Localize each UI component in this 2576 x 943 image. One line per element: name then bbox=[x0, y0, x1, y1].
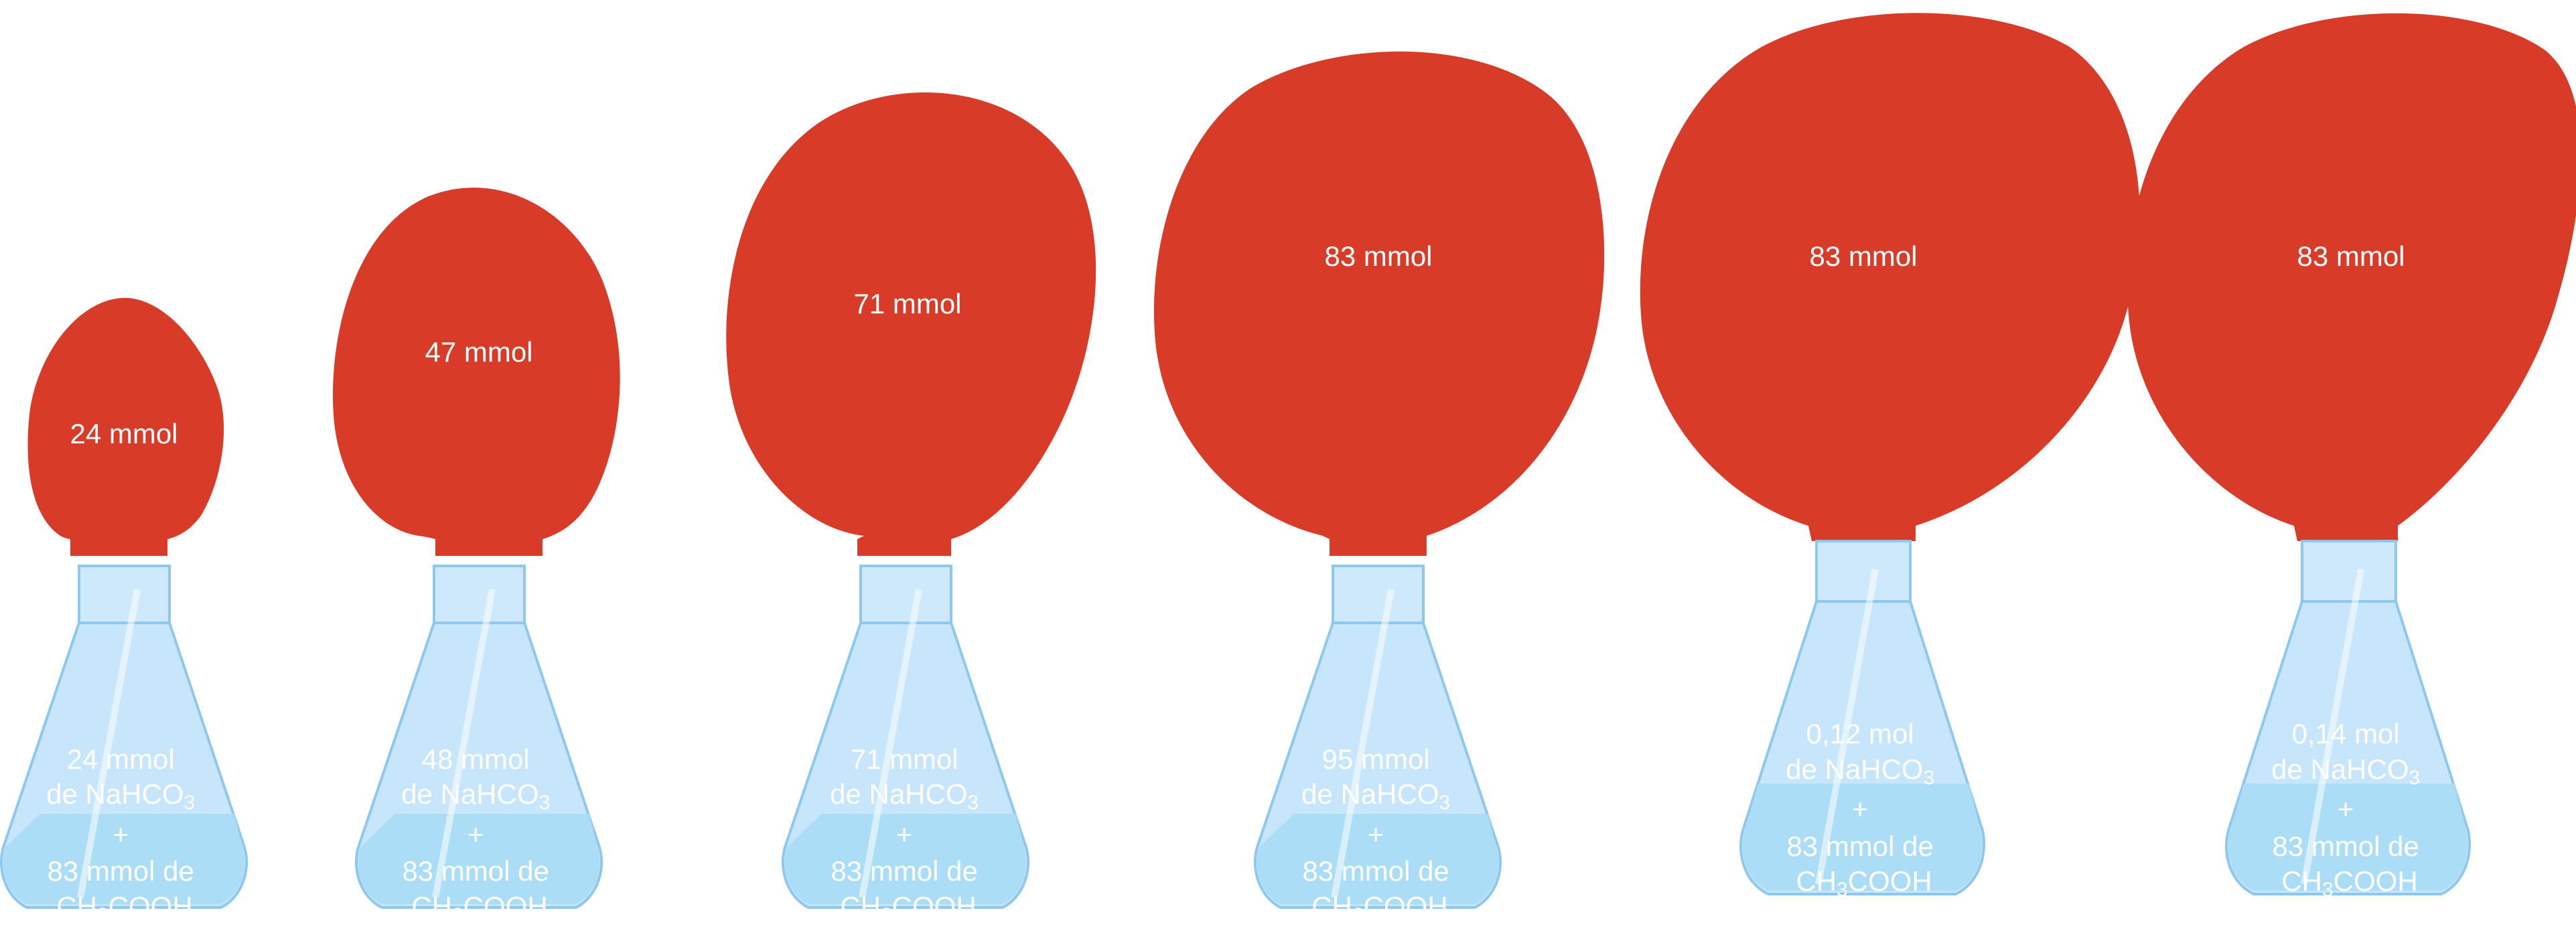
balloon-4 bbox=[1154, 52, 1604, 556]
flask-neck-4 bbox=[1333, 566, 1423, 623]
flask-neck-3 bbox=[861, 566, 951, 623]
balloon-2 bbox=[333, 188, 620, 556]
flask-neck-6 bbox=[2302, 541, 2396, 601]
balloon-5 bbox=[1640, 13, 2140, 541]
balloon-label-4: 83 mmol bbox=[1324, 240, 1432, 272]
balloon-label-6: 83 mmol bbox=[2297, 240, 2405, 272]
balloon-label-2: 47 mmol bbox=[425, 336, 532, 368]
flask-setup-3: 71 mmol 71 mmol de NaHCO3 + 83 mmol de C… bbox=[726, 92, 1096, 926]
balloon-label-5: 83 mmol bbox=[1809, 240, 1917, 272]
balloon-6 bbox=[2127, 13, 2576, 541]
flask-setup-2: 47 mmol 48 mmol de NaHCO3 + 83 mmol de C… bbox=[333, 188, 620, 926]
flask-neck-5 bbox=[1816, 541, 1910, 601]
flask-setup-6: 83 mmol 0,14 mol de NaHCO3 + 83 mmol de … bbox=[2127, 13, 2576, 901]
balloon-3 bbox=[726, 92, 1096, 556]
flask-setup-5: 83 mmol 0,12 mol de NaHCO3 + 83 mmol de … bbox=[1640, 13, 2140, 901]
balloon-label-1: 24 mmol bbox=[70, 418, 177, 449]
flask-neck-1 bbox=[79, 566, 169, 623]
flask-setup-1: 24 mmol 24 mmol de NaHCO3 + 83 mmol de C… bbox=[1, 298, 246, 926]
flask-neck-2 bbox=[434, 566, 524, 623]
balloon-label-3: 71 mmol bbox=[853, 288, 961, 319]
flask-setup-4: 83 mmol 95 mmol de NaHCO3 + 83 mmol de C… bbox=[1154, 52, 1604, 926]
